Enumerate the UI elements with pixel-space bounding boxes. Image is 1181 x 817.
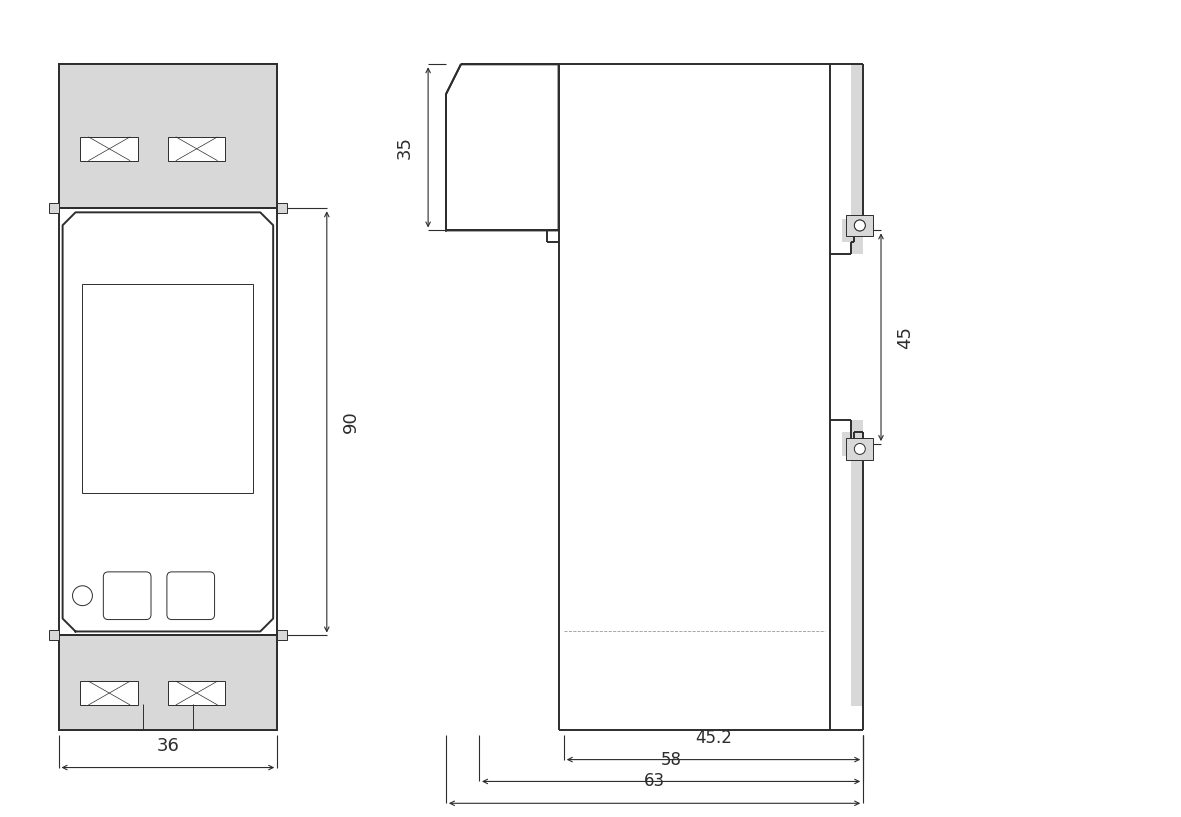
Text: 36: 36: [156, 737, 180, 755]
Bar: [83, 283, 253, 493]
Bar: [846, 215, 874, 236]
Bar: [278, 203, 287, 213]
Bar: [59, 636, 278, 730]
Text: 35: 35: [396, 136, 413, 158]
Text: 45: 45: [896, 326, 914, 349]
Circle shape: [854, 220, 866, 231]
Bar: [168, 681, 226, 705]
Circle shape: [854, 220, 866, 231]
Text: 45.2: 45.2: [696, 729, 732, 747]
Bar: [278, 631, 287, 641]
Text: 90: 90: [341, 410, 360, 433]
Bar: [842, 432, 863, 456]
FancyBboxPatch shape: [103, 572, 151, 619]
Text: 58: 58: [660, 751, 681, 769]
Bar: [80, 137, 138, 161]
Polygon shape: [446, 65, 559, 230]
Bar: [846, 438, 874, 460]
Bar: [852, 65, 863, 254]
Bar: [80, 681, 138, 705]
Text: 63: 63: [644, 772, 665, 790]
Bar: [559, 65, 830, 730]
Bar: [59, 65, 278, 208]
Bar: [48, 203, 59, 213]
Polygon shape: [63, 212, 273, 632]
Bar: [48, 631, 59, 641]
FancyBboxPatch shape: [167, 572, 215, 619]
Circle shape: [854, 444, 866, 454]
Bar: [852, 420, 863, 706]
Bar: [842, 218, 863, 243]
Bar: [168, 137, 226, 161]
Circle shape: [72, 586, 92, 605]
Bar: [59, 65, 278, 730]
